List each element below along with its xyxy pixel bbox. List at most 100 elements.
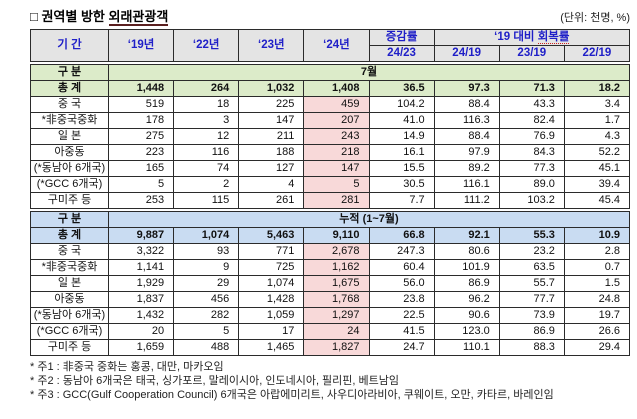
data-cell: 82.4 <box>498 112 565 129</box>
data-cell: 19.7 <box>563 307 631 324</box>
data-cell: 23.2 <box>498 243 565 260</box>
title-row: □ 권역별 방한 외래관광객 (단위: 천명, %) <box>30 6 630 26</box>
data-cell: 97.3 <box>433 80 500 97</box>
data-cell: 116.3 <box>433 112 500 129</box>
row-label: 중 국 <box>30 243 109 260</box>
report-page: □ 권역별 방한 외래관광객 (단위: 천명, %) 기 간 ‘19년 ‘22년… <box>30 6 636 402</box>
data-cell: 74 <box>173 160 240 177</box>
data-cell: 1,432 <box>107 307 175 324</box>
row-label: 일 본 <box>30 275 109 292</box>
data-cell: 519 <box>107 96 175 113</box>
data-cell: 86.9 <box>433 275 500 292</box>
data-cell: 93 <box>173 243 240 260</box>
table-row: 아중동 1,837 456 1,428 1,768 23.8 96.2 77.7… <box>30 291 631 308</box>
change-rate-header: 증감률 <box>368 29 435 46</box>
table-row: 중 국 519 18 225 459 104.2 88.4 43.3 3.4 <box>30 96 631 113</box>
row-label: (*동남아 6개국) <box>30 160 109 177</box>
data-cell: 55.3 <box>498 227 565 244</box>
data-cell: 1,428 <box>238 291 305 308</box>
data-cell: 71.3 <box>498 80 565 97</box>
table-row: 일 본 1,929 29 1,074 1,675 56.0 86.9 55.7 … <box>30 275 631 292</box>
data-cell: 20 <box>107 323 175 340</box>
section-gubun-label: 구 분 <box>30 211 109 228</box>
data-cell: 41.5 <box>368 323 435 340</box>
data-cell: 104.2 <box>368 96 435 113</box>
data-cell: 92.1 <box>433 227 500 244</box>
data-cell: 1,408 <box>303 80 370 97</box>
data-cell: 52.2 <box>563 144 631 161</box>
row-label: 아중동 <box>30 144 109 161</box>
row-label: 총 계 <box>30 227 109 244</box>
table-row: (*GCC 6개국) 20 5 17 24 41.5 123.0 86.9 26… <box>30 323 631 340</box>
recovery-header-prefix: ‘19 대비 <box>494 31 538 43</box>
data-cell: 211 <box>238 128 305 145</box>
data-cell: 89.0 <box>498 176 565 193</box>
data-cell: 9,110 <box>303 227 370 244</box>
data-cell: 1,465 <box>238 339 305 356</box>
recovery-header-underlined: 회복률 <box>537 31 570 44</box>
table-row-total: 총 계 9,887 1,074 5,463 9,110 66.8 92.1 55… <box>30 227 631 244</box>
data-cell: 456 <box>173 291 240 308</box>
row-label: 아중동 <box>30 291 109 308</box>
data-cell: 16.1 <box>368 144 435 161</box>
data-cell: 3,322 <box>107 243 175 260</box>
data-cell-highlight: 1,162 <box>303 259 370 276</box>
row-label: 구미주 등 <box>30 339 109 356</box>
row-label: 중 국 <box>30 96 109 113</box>
page-title-prefix: □ 권역별 방한 <box>30 9 109 24</box>
data-cell: 96.2 <box>433 291 500 308</box>
row-label: 총 계 <box>30 80 109 97</box>
section-period-title: 누적 (1~7월) <box>108 211 630 228</box>
section-cumulative: 구 분 누적 (1~7월) 총 계 9,887 1,074 5,463 9,11… <box>30 211 631 356</box>
data-cell: 77.7 <box>498 291 565 308</box>
data-cell: 5,463 <box>238 227 305 244</box>
section-period-title: 7월 <box>108 64 630 81</box>
row-label: (*동남아 6개국) <box>30 307 109 324</box>
footnotes: * 주1 : 非중국 중화는 홍콩, 대만, 마카오임 * 주2 : 동남아 6… <box>30 360 636 402</box>
data-cell-highlight: 1,297 <box>303 307 370 324</box>
data-cell: 97.9 <box>433 144 500 161</box>
table-row: 구미주 등 1,659 488 1,465 1,827 24.7 110.1 8… <box>30 339 631 356</box>
data-cell: 90.6 <box>433 307 500 324</box>
data-cell: 23.8 <box>368 291 435 308</box>
data-cell-highlight: 207 <box>303 112 370 129</box>
data-cell: 22.5 <box>368 307 435 324</box>
data-cell: 178 <box>107 112 175 129</box>
data-cell: 5 <box>173 323 240 340</box>
data-cell: 261 <box>238 192 305 209</box>
data-cell: 84.3 <box>498 144 565 161</box>
section-gubun-label: 구 분 <box>30 64 109 81</box>
sub-header-23-19: 23/19 <box>498 45 565 62</box>
section-july: 구 분 7월 총 계 1,448 264 1,032 1,408 36.5 97… <box>30 64 631 209</box>
data-cell: 2 <box>173 176 240 193</box>
data-cell: 1.7 <box>563 112 631 129</box>
data-cell: 1,032 <box>238 80 305 97</box>
data-cell: 73.9 <box>498 307 565 324</box>
table-row: 일 본 275 12 211 243 14.9 88.4 76.9 4.3 <box>30 128 631 145</box>
data-cell: 488 <box>173 339 240 356</box>
data-cell-highlight: 1,768 <box>303 291 370 308</box>
data-cell: 36.5 <box>368 80 435 97</box>
data-cell: 1,659 <box>107 339 175 356</box>
row-label: *非중국중화 <box>30 112 109 129</box>
data-cell: 3.4 <box>563 96 631 113</box>
data-cell: 77.3 <box>498 160 565 177</box>
data-cell: 1,074 <box>238 275 305 292</box>
data-cell: 88.4 <box>433 96 500 113</box>
recovery-rate-header: ‘19 대비 회복률 <box>433 29 631 46</box>
data-cell-highlight: 1,827 <box>303 339 370 356</box>
data-cell: 264 <box>173 80 240 97</box>
row-label: (*GCC 6개국) <box>30 323 109 340</box>
data-cell: 76.9 <box>498 128 565 145</box>
unit-note: (단위: 천명, %) <box>560 12 630 24</box>
data-cell: 103.2 <box>498 192 565 209</box>
sub-header-24-23: 24/23 <box>368 45 435 62</box>
data-cell: 29.4 <box>563 339 631 356</box>
sub-header-24-19: 24/19 <box>433 45 500 62</box>
data-cell: 116.1 <box>433 176 500 193</box>
data-cell: 12 <box>173 128 240 145</box>
sub-header-22-19: 22/19 <box>563 45 631 62</box>
page-title-underlined: 외래관광객 <box>108 9 169 26</box>
data-cell: 63.5 <box>498 259 565 276</box>
row-label: *非중국중화 <box>30 259 109 276</box>
